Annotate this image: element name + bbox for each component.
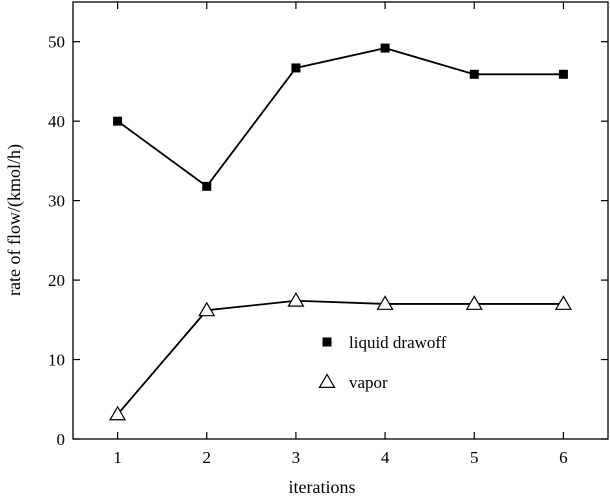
data-point (202, 181, 212, 191)
y-tick-label: 10 (48, 351, 65, 370)
data-point (198, 301, 216, 317)
x-tick-label: 1 (113, 448, 122, 467)
y-axis-label: rate of flow/(kmol/h) (4, 144, 25, 296)
y-tick-label: 20 (48, 271, 65, 290)
legend-label: liquid drawoff (349, 333, 447, 352)
series-line (116, 299, 564, 415)
legend-label: vapor (349, 373, 388, 392)
axis-ticks: 1 2 3 4 5 6 0 10 20 30 40 50 (48, 2, 608, 467)
data-point (469, 69, 479, 79)
data-point (554, 295, 572, 310)
y-tick-label: 30 (48, 192, 65, 211)
data-point (287, 292, 305, 307)
x-tick-label: 4 (381, 448, 390, 467)
y-tick-label: 50 (48, 33, 65, 52)
x-tick-label: 5 (470, 448, 479, 467)
y-tick-label: 0 (57, 430, 66, 449)
legend: liquid drawoff vapor (318, 333, 447, 392)
legend-marker (318, 373, 336, 388)
data-point (113, 116, 123, 126)
data-point (109, 405, 127, 421)
data-point (380, 43, 390, 53)
data-point (558, 69, 568, 79)
y-tick-label: 40 (48, 112, 65, 131)
x-tick-label: 6 (559, 448, 568, 467)
series-line (117, 47, 564, 188)
x-tick-label: 3 (292, 448, 301, 467)
series-layer (109, 43, 572, 421)
plot-frame (72, 1, 609, 440)
data-point (376, 295, 394, 310)
series-1 (109, 292, 572, 421)
data-point (465, 295, 483, 310)
series-0 (113, 43, 568, 191)
legend-marker (322, 337, 332, 347)
x-tick-label: 2 (203, 448, 212, 467)
x-axis-label: iterations (289, 477, 356, 497)
data-point (291, 63, 301, 73)
